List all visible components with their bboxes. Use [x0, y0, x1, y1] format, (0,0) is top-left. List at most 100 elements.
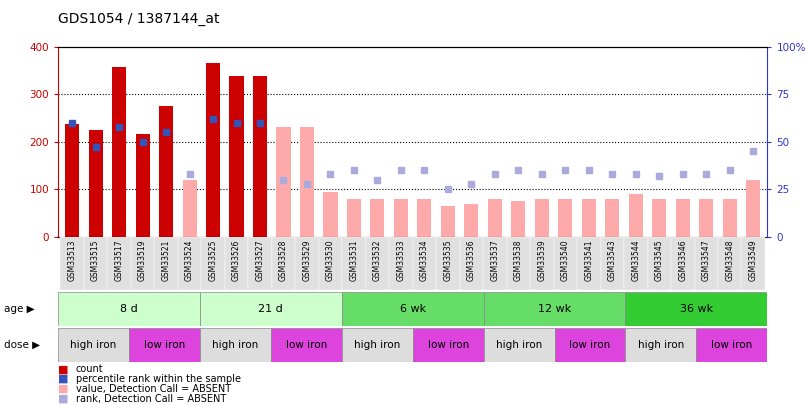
Text: high iron: high iron	[212, 340, 259, 350]
Text: 36 wk: 36 wk	[679, 304, 713, 314]
Text: GSM33527: GSM33527	[256, 240, 264, 281]
Bar	[65, 124, 79, 237]
Bar	[629, 194, 643, 237]
Bar	[225, 237, 248, 290]
Text: GSM33528: GSM33528	[279, 240, 288, 281]
Text: GSM33540: GSM33540	[561, 240, 570, 281]
Bar	[366, 237, 389, 290]
Text: value, Detection Call = ABSENT: value, Detection Call = ABSENT	[76, 384, 231, 394]
Bar	[718, 237, 742, 290]
Bar	[559, 199, 572, 237]
Bar	[271, 328, 342, 362]
Text: dose ▶: dose ▶	[4, 340, 40, 350]
Bar	[459, 237, 483, 290]
Bar	[272, 237, 295, 290]
Bar	[182, 180, 197, 237]
Bar	[577, 237, 600, 290]
Bar	[206, 63, 220, 237]
Bar	[483, 237, 507, 290]
Bar	[342, 292, 484, 326]
Bar	[555, 328, 625, 362]
Text: rank, Detection Call = ABSENT: rank, Detection Call = ABSENT	[76, 394, 226, 403]
Bar	[135, 134, 150, 237]
Bar	[200, 328, 271, 362]
Text: GSM33538: GSM33538	[514, 240, 523, 281]
Bar	[530, 237, 554, 290]
Text: GSM33513: GSM33513	[68, 240, 77, 281]
Text: high iron: high iron	[70, 340, 117, 350]
Text: 21 d: 21 d	[259, 304, 283, 314]
Text: GSM33536: GSM33536	[467, 240, 476, 281]
Bar	[112, 66, 127, 237]
Text: low iron: low iron	[427, 340, 469, 350]
Bar	[695, 237, 718, 290]
Text: GSM33543: GSM33543	[608, 240, 617, 281]
Text: GSM33529: GSM33529	[302, 240, 311, 281]
Bar	[418, 199, 431, 237]
Bar	[696, 328, 767, 362]
Bar	[276, 128, 290, 237]
Text: GSM33539: GSM33539	[538, 240, 546, 281]
Bar	[58, 292, 200, 326]
Text: high iron: high iron	[496, 340, 542, 350]
Bar	[58, 328, 129, 362]
Bar	[436, 237, 459, 290]
Bar	[60, 237, 84, 290]
Text: count: count	[76, 364, 103, 374]
Bar	[625, 328, 696, 362]
Bar	[389, 237, 413, 290]
Bar	[200, 292, 342, 326]
Text: GDS1054 / 1387144_at: GDS1054 / 1387144_at	[58, 12, 219, 26]
Text: low iron: low iron	[285, 340, 327, 350]
Bar	[484, 292, 625, 326]
Text: GSM33545: GSM33545	[654, 240, 664, 281]
Text: GSM33533: GSM33533	[397, 240, 405, 281]
Bar	[394, 199, 408, 237]
Text: 6 wk: 6 wk	[400, 304, 426, 314]
Text: GSM33534: GSM33534	[420, 240, 429, 281]
Text: GSM33548: GSM33548	[725, 240, 734, 281]
Bar	[723, 199, 737, 237]
Bar	[484, 328, 555, 362]
Bar	[535, 199, 549, 237]
Text: GSM33544: GSM33544	[631, 240, 640, 281]
Bar	[507, 237, 530, 290]
Bar	[202, 237, 225, 290]
Bar	[154, 237, 178, 290]
Bar	[323, 192, 338, 237]
Bar	[413, 237, 436, 290]
Text: GSM33524: GSM33524	[185, 240, 194, 281]
Text: low iron: low iron	[569, 340, 611, 350]
Text: ■: ■	[58, 364, 69, 374]
Bar	[699, 199, 713, 237]
Text: ■: ■	[58, 374, 69, 384]
Bar	[89, 130, 102, 237]
Bar	[295, 237, 318, 290]
Bar	[342, 328, 413, 362]
Bar	[253, 76, 267, 237]
Bar	[671, 237, 695, 290]
Text: GSM33521: GSM33521	[161, 240, 171, 281]
Bar	[652, 199, 667, 237]
Text: 8 d: 8 d	[120, 304, 138, 314]
Bar	[464, 204, 479, 237]
Text: high iron: high iron	[638, 340, 684, 350]
Bar	[582, 199, 596, 237]
Text: GSM33519: GSM33519	[138, 240, 147, 281]
Text: low iron: low iron	[711, 340, 753, 350]
Bar	[625, 292, 767, 326]
Text: ■: ■	[58, 384, 69, 394]
Text: GSM33546: GSM33546	[679, 240, 688, 281]
Bar	[347, 199, 361, 237]
Text: GSM33541: GSM33541	[584, 240, 593, 281]
Text: GSM33535: GSM33535	[443, 240, 452, 281]
Bar	[413, 328, 484, 362]
Bar	[343, 237, 366, 290]
Bar	[230, 76, 243, 237]
Bar	[675, 199, 690, 237]
Bar	[178, 237, 202, 290]
Text: GSM33547: GSM33547	[702, 240, 711, 281]
Text: GSM33532: GSM33532	[373, 240, 382, 281]
Bar	[600, 237, 624, 290]
Text: high iron: high iron	[354, 340, 401, 350]
